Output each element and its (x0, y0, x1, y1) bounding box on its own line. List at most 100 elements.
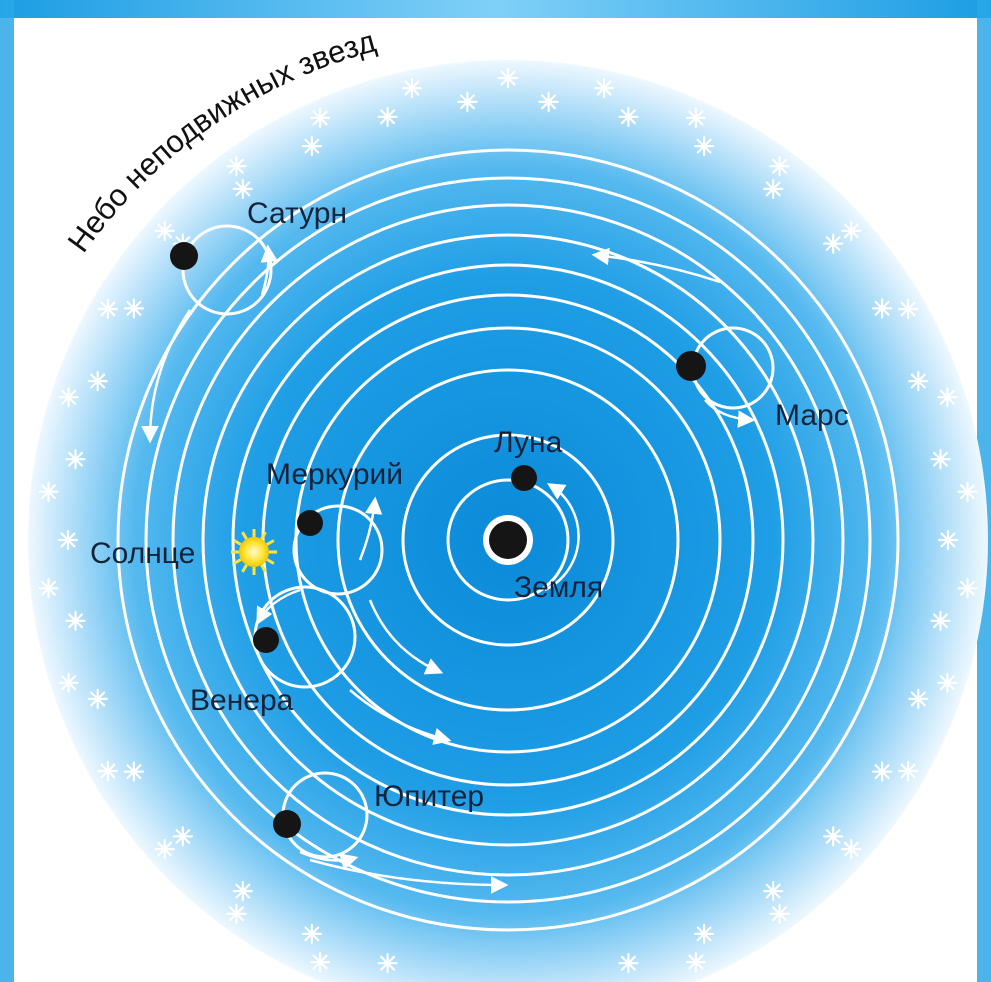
mars-orbit-arrow (591, 247, 721, 284)
star-icon (957, 578, 978, 599)
jupiter-dot (273, 810, 301, 838)
mercury-orbit (336, 368, 680, 712)
star-icon (897, 298, 919, 320)
star-icon (763, 880, 784, 902)
venus-dot (253, 627, 279, 653)
star-icon (377, 106, 398, 127)
mercury-label: Меркурий (266, 458, 403, 491)
star-icon (65, 449, 86, 470)
star-icon (693, 923, 715, 945)
mars-label: Марс (775, 399, 849, 432)
star-icon (58, 672, 79, 693)
mercury-dot (297, 510, 323, 536)
jupiter-orbit-arrow (309, 858, 509, 894)
mercury-orbit-arrow (368, 599, 444, 675)
saturn-orbit-arrow (141, 309, 192, 444)
jupiter-label: Юпитер (374, 780, 484, 813)
star-icon (87, 371, 108, 392)
frame-top-strip (0, 0, 991, 18)
saturn-epicycle-arrow (260, 244, 278, 296)
star-icon (226, 903, 247, 924)
star-icon (497, 67, 519, 89)
star-icon (937, 387, 958, 408)
sun-icon (231, 529, 277, 575)
star-icon (310, 951, 331, 973)
star-icon (87, 688, 108, 710)
star-icon (226, 156, 247, 177)
star-icon (930, 610, 951, 631)
star-icon (57, 529, 79, 551)
star-icon (841, 838, 862, 860)
star-icon (685, 951, 707, 973)
star-icon (172, 826, 193, 847)
star-icon (908, 688, 929, 710)
star-icon (38, 578, 59, 599)
star-icon (937, 529, 959, 551)
star-icon (618, 953, 639, 974)
star-icon (930, 449, 951, 470)
frame-left-strip (0, 0, 14, 982)
star-icon (232, 880, 253, 902)
star-icon (937, 672, 958, 693)
jupiter-epicycle-arrow (299, 850, 359, 871)
sun-rays (231, 529, 277, 575)
star-icon (618, 106, 639, 127)
star-icon (310, 107, 331, 129)
star-icon (769, 156, 790, 177)
star-icon (123, 298, 144, 319)
star-icon (154, 220, 175, 241)
star-icon (123, 761, 144, 782)
star-icon (823, 233, 844, 254)
star-icon (232, 178, 253, 199)
star-icon (693, 136, 715, 157)
orbit-ring-5 (231, 263, 785, 817)
venus-label: Венера (190, 684, 294, 717)
star-icon (769, 903, 790, 924)
fixed-stars (38, 67, 978, 974)
venus-epicycle-arrow (256, 588, 301, 626)
saturn-orbit (116, 148, 900, 932)
motion-arrows (141, 244, 756, 894)
sun-label: Солнце (90, 537, 195, 570)
star-icon (65, 610, 86, 631)
mars-dot (676, 351, 706, 381)
moon-orbit (446, 478, 570, 602)
star-icon (38, 481, 59, 502)
saturn-dot (170, 242, 198, 270)
moon-label: Луна (494, 426, 563, 459)
mercury-epicycle-arrow (358, 496, 383, 561)
earth (483, 515, 533, 565)
star-icon (871, 761, 893, 782)
star-icon (841, 220, 862, 241)
sun-disc (239, 537, 269, 567)
venus-orbit-arrow (349, 689, 452, 745)
saturn-epicycle (181, 224, 273, 316)
orbit-ring-7 (171, 203, 845, 877)
star-icon (897, 760, 919, 782)
star-icon (593, 77, 615, 99)
star-icon (301, 136, 322, 157)
star-icon (97, 298, 119, 320)
star-icon (301, 923, 322, 945)
star-icon (97, 760, 119, 782)
saturn-label: Сатурн (247, 197, 347, 230)
earth-dot (489, 521, 527, 559)
star-icon (957, 481, 978, 502)
star-icon (871, 298, 893, 319)
star-icon (685, 107, 707, 129)
star-icon (908, 371, 929, 392)
star-icon (823, 826, 844, 847)
orbit-ring-1 (401, 433, 615, 647)
mars-epicycle-arrow (704, 399, 756, 428)
star-icon (58, 387, 79, 408)
mercury-epicycle (292, 504, 384, 596)
mars-orbit (201, 233, 815, 847)
star-icon (538, 91, 559, 113)
earth-label: Земля (514, 571, 603, 604)
star-icon (154, 838, 175, 860)
star-icon (763, 178, 784, 199)
moon-arrow (544, 483, 580, 592)
star-icon (377, 953, 398, 974)
